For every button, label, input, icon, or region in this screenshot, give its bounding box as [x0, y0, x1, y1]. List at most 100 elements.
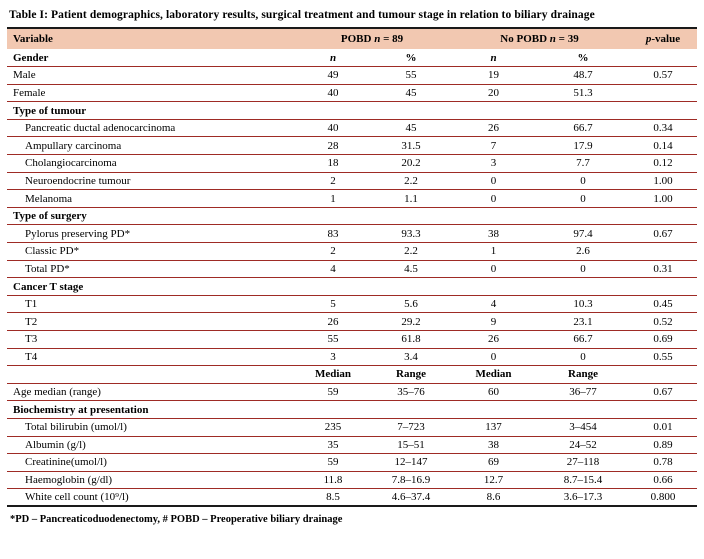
cell: % [405, 51, 417, 64]
cell: 97.4 [573, 227, 593, 240]
row-label: Haemoglobin (g/dl) [25, 474, 113, 487]
cell: 8.6 [486, 491, 501, 504]
cell: 29.2 [401, 315, 421, 328]
cell: 83 [327, 227, 339, 240]
cell: 0 [580, 350, 586, 363]
cell: 2 [330, 174, 336, 187]
cell: 48.7 [573, 69, 593, 82]
cell: 59 [327, 456, 339, 469]
row-label [7, 366, 294, 384]
cell [537, 401, 629, 419]
table-row: Classic PD* 2 2.2 1 2.6 [7, 243, 697, 261]
cell [450, 207, 537, 225]
cell: 0 [490, 192, 497, 205]
section-label: Type of surgery [13, 210, 87, 223]
cell: 1 [330, 192, 336, 205]
cell [629, 401, 697, 419]
cell: Range [396, 368, 426, 381]
cell: 40 [327, 122, 339, 135]
section-label: Biochemistry at presentation [13, 403, 149, 416]
table-row: T4 3 3.4 0 0 0.55 [7, 348, 697, 366]
cell [294, 207, 372, 225]
row-label: Total PD* [25, 262, 70, 275]
cell: 0.12 [653, 157, 673, 170]
cell [372, 102, 450, 120]
cell: 18 [327, 157, 339, 170]
table-row: Median Range Median Range [7, 366, 697, 384]
table-row: T3 55 61.8 26 66.7 0.69 [7, 331, 697, 349]
section-label: Type of tumour [13, 104, 87, 117]
cell: 40 [327, 86, 339, 99]
row-label: Female [13, 86, 46, 99]
cell: 3 [330, 350, 336, 363]
cell: Range [568, 368, 598, 381]
cell: 59 [327, 386, 339, 399]
row-label: T3 [25, 333, 38, 346]
row-label: Neuroendocrine tumour [25, 174, 131, 187]
row-label: Pylorus preserving PD* [25, 227, 131, 240]
cell: 15–51 [397, 438, 425, 451]
cell: 38 [488, 227, 499, 240]
cell: 3.6–17.3 [563, 491, 603, 504]
cell: 0.01 [653, 421, 673, 434]
cell [629, 366, 697, 384]
row-label: Cholangiocarcinoma [25, 157, 117, 170]
cell: 4 [330, 262, 336, 275]
footnote: *PD – Pancreaticoduodenectomy, # POBD – … [10, 514, 343, 526]
cell: 2.2 [404, 174, 418, 187]
cell: 0.66 [653, 474, 673, 487]
row-label: Melanoma [25, 192, 73, 205]
row-label: Total bilirubin (umol/l) [25, 421, 127, 434]
cell: 2.2 [404, 245, 418, 258]
cell: 0 [580, 174, 586, 187]
cell: 27–118 [566, 456, 600, 469]
cell: 0.57 [653, 69, 673, 82]
cell: 0 [580, 192, 586, 205]
cell: 12–147 [394, 456, 428, 469]
cell: 93.3 [401, 227, 421, 240]
cell: n [329, 51, 337, 64]
table-row: Haemoglobin (g/dl) 11.8 7.8–16.9 12.7 8.7–15… [7, 471, 697, 489]
cell: 0 [580, 262, 586, 275]
cell: 66.7 [573, 122, 593, 135]
cell: 26 [327, 315, 339, 328]
cell: 1.00 [653, 192, 673, 205]
cell: 0 [490, 350, 497, 363]
column-header-no-pobd: No POBD n = 39 [450, 28, 629, 49]
row-label: Creatinine(umol/l) [25, 456, 107, 469]
cell [537, 278, 629, 296]
cell: 24–52 [569, 438, 597, 451]
section-row: Type of surgery [7, 207, 697, 225]
row-label: Albumin (g/l) [25, 438, 86, 451]
cell [294, 278, 372, 296]
table-body: Gender n% n% Male 49 55 19 48.7 0.57 Female 40 45 20… [7, 49, 697, 506]
cell [372, 278, 450, 296]
cell: n [490, 51, 497, 64]
cell: 0.67 [653, 386, 673, 399]
cell: 2 [330, 245, 336, 258]
cell: 0 [490, 174, 497, 187]
cell: 2.6 [576, 245, 590, 258]
cell: 1.00 [653, 174, 673, 187]
cell: 4.5 [404, 262, 418, 275]
cell: 55 [327, 333, 339, 346]
table-row: Albumin (g/l) 35 15–51 38 24–52 0.89 [7, 436, 697, 454]
cell: 0.89 [653, 438, 673, 451]
row-label: Pancreatic ductal adenocarcinoma [25, 122, 176, 135]
cell [537, 102, 629, 120]
cell: 4.6–37.4 [391, 491, 431, 504]
cell: 49 [327, 69, 339, 82]
cell: 3 [490, 157, 497, 170]
cell [450, 278, 537, 296]
column-header-pobd: POBD n = 89 [294, 28, 450, 49]
cell: 69 [488, 456, 499, 469]
row-label: Male [13, 69, 36, 82]
row-label: T1 [25, 298, 38, 311]
table-row: T1 5 5.6 4 10.3 0.45 [7, 295, 697, 313]
cell: 7 [490, 139, 497, 152]
cell: 23.1 [573, 315, 593, 328]
table-row: White cell count (10⁹/l) 8.5 4.6–37.4 8.6 3.… [7, 489, 697, 507]
cell: 9 [490, 315, 497, 328]
cell: 0.31 [653, 262, 673, 275]
